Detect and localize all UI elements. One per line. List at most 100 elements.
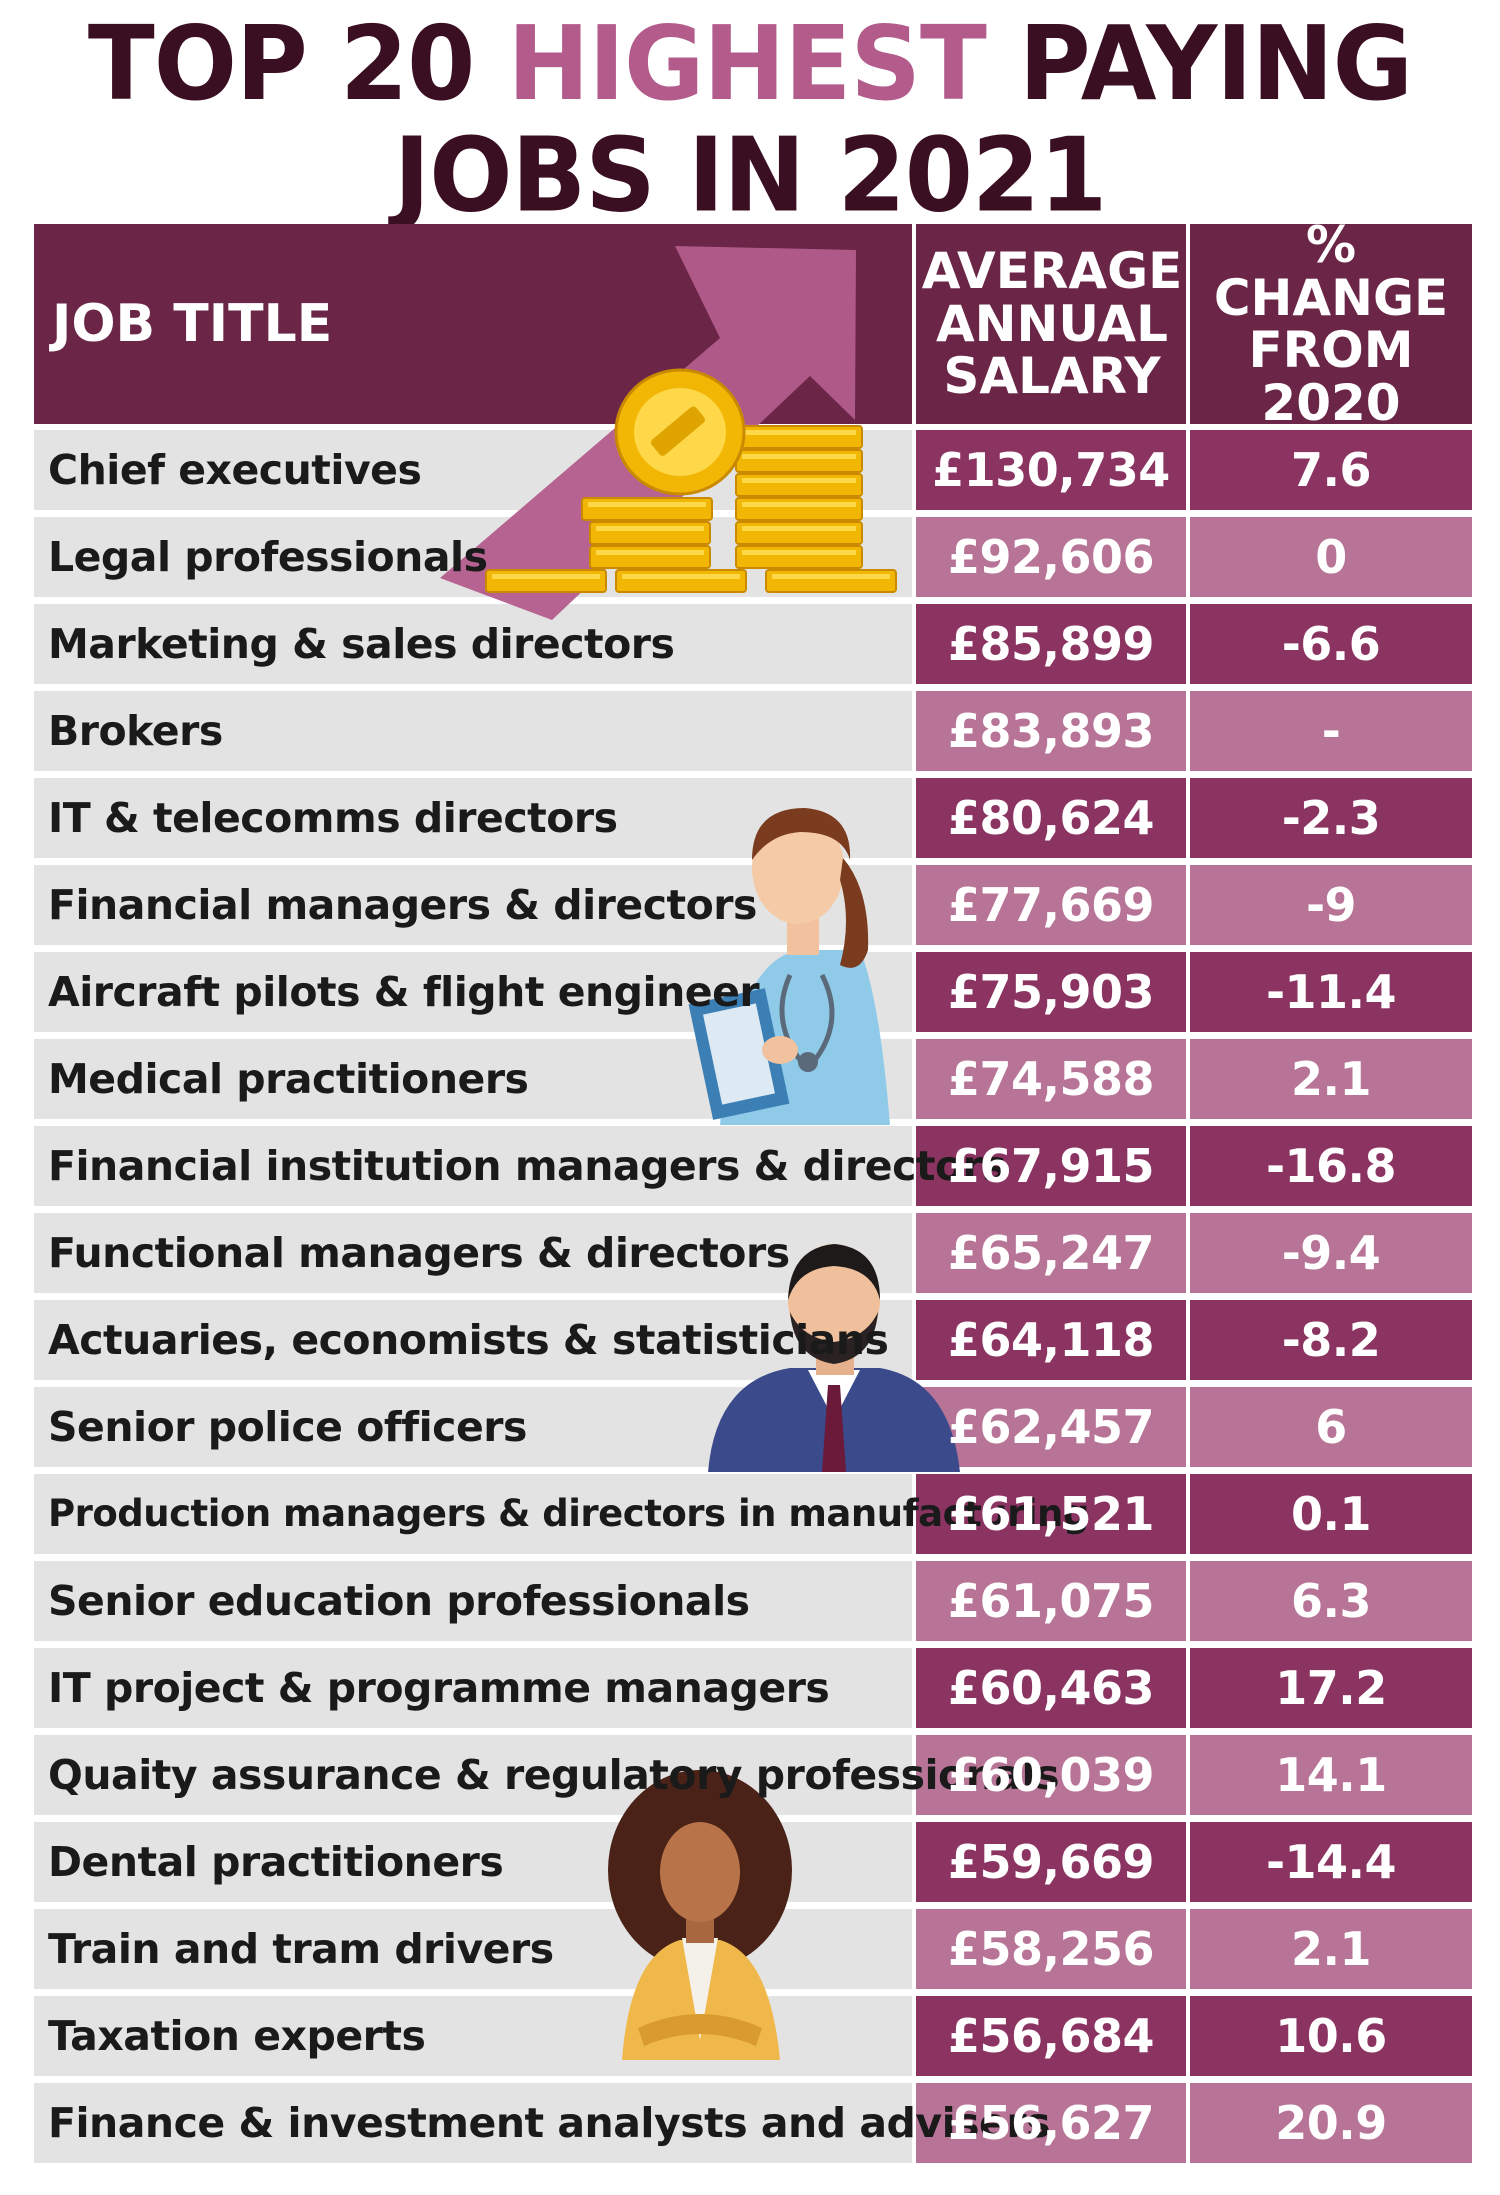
salary-value: £62,457 [947, 1400, 1155, 1454]
title-part-2: PAYING [1018, 4, 1413, 125]
job-cell [34, 691, 912, 771]
title-line-2: JOBS IN 2021 [393, 115, 1108, 236]
salary-value: £58,256 [947, 1922, 1155, 1976]
title-line-1: TOP 20 HIGHEST PAYING [0, 9, 1500, 120]
salary-value: £67,915 [947, 1139, 1155, 1193]
header-salary-line: SALARY [943, 347, 1161, 406]
change-cell [1190, 1474, 1472, 1554]
salary-value: £130,734 [932, 443, 1170, 497]
salary-value: £92,606 [947, 530, 1155, 584]
salary-cell [916, 1822, 1186, 1902]
job-cell [34, 2083, 912, 2163]
salary-cell [916, 1474, 1186, 1554]
change-value: -14.4 [1265, 1835, 1397, 1889]
salary-cell [916, 691, 1186, 771]
salary-cell [916, 1213, 1186, 1293]
change-value: 10.6 [1275, 2009, 1387, 2063]
job-title-label: Legal professionals [48, 533, 488, 581]
change-cell [1190, 517, 1472, 597]
job-title-label: Aircraft pilots & flight engineer [48, 968, 760, 1016]
job-title-label: Financial managers & directors [48, 881, 757, 929]
salary-cell [916, 517, 1186, 597]
salary-value: £65,247 [947, 1226, 1155, 1280]
job-title-label: Senior police officers [48, 1403, 527, 1451]
change-value: 7.6 [1291, 443, 1372, 497]
salary-cell [916, 430, 1186, 510]
job-cell [34, 1126, 912, 1206]
salary-cell [916, 604, 1186, 684]
salary-cell [916, 1039, 1186, 1119]
job-title-label: Quaity assurance & regulatory profession… [48, 1751, 1060, 1799]
job-title-label: Medical practitioners [48, 1055, 529, 1103]
salary-cell [916, 952, 1186, 1032]
header-change-line: 2020 [1261, 373, 1401, 432]
salary-cell [916, 1648, 1186, 1728]
change-value: -9 [1305, 878, 1357, 932]
salary-value: £74,588 [947, 1052, 1155, 1106]
salary-cell [916, 778, 1186, 858]
job-title-label: Functional managers & directors [48, 1229, 790, 1277]
change-cell [1190, 1126, 1472, 1206]
salary-value: £83,893 [947, 704, 1155, 758]
salary-value: £75,903 [947, 965, 1155, 1019]
salary-cell [916, 1387, 1186, 1467]
job-title-label: Marketing & sales directors [48, 620, 675, 668]
salary-value: £61,075 [947, 1574, 1155, 1628]
job-title-label: Taxation experts [48, 2012, 426, 2060]
nurse-icon [688, 808, 890, 1125]
header-change-cell [1190, 224, 1472, 424]
change-value: -9.4 [1281, 1226, 1381, 1280]
change-value: 2.1 [1291, 1922, 1372, 1976]
change-cell [1190, 2083, 1472, 2163]
salary-cell [916, 1300, 1186, 1380]
salary-cell [916, 1909, 1186, 1989]
header-salary-line: AVERAGE [921, 242, 1183, 301]
change-value: - [1321, 704, 1341, 758]
title-part-1: TOP 20 [87, 4, 475, 125]
job-cell [34, 1300, 912, 1380]
job-cell [34, 1648, 912, 1728]
change-cell [1190, 952, 1472, 1032]
change-cell [1190, 778, 1472, 858]
salary-value: £77,669 [947, 878, 1155, 932]
header-salary-cell [916, 224, 1186, 424]
change-value: -2.3 [1281, 791, 1381, 845]
change-value: -6.6 [1281, 617, 1381, 671]
header-salary-line: ANNUAL [935, 294, 1168, 353]
change-value: 20.9 [1275, 2096, 1387, 2150]
header-change-line: % CHANGE [1213, 216, 1449, 327]
page-title: TOP 20 HIGHEST PAYING JOBS IN 2021 [0, 9, 1500, 232]
change-value: 0.1 [1291, 1487, 1372, 1541]
salary-value: £85,899 [947, 617, 1155, 671]
gold-coins-icon [485, 368, 897, 593]
salary-value: £60,463 [947, 1661, 1155, 1715]
change-cell [1190, 1996, 1472, 2076]
change-value: -11.4 [1265, 965, 1397, 1019]
job-title-label: Actuaries, economists & statisticians [48, 1316, 889, 1364]
change-cell [1190, 430, 1472, 510]
businessman-icon [708, 1244, 960, 1472]
salary-cell [916, 1996, 1186, 2076]
change-cell [1190, 1648, 1472, 1728]
change-cell [1190, 604, 1472, 684]
job-cell [34, 1561, 912, 1641]
salary-cell [916, 1561, 1186, 1641]
salary-value: £64,118 [947, 1313, 1155, 1367]
change-cell [1190, 691, 1472, 771]
salary-cell [916, 1735, 1186, 1815]
change-value: 0 [1315, 530, 1347, 584]
salary-cell [916, 865, 1186, 945]
change-cell [1190, 1300, 1472, 1380]
job-title-label: Brokers [48, 707, 223, 755]
job-title-label: Senior education professionals [48, 1577, 750, 1625]
header-job-title: JOB TITLE [52, 293, 333, 354]
salary-value: £80,624 [947, 791, 1155, 845]
change-value: -8.2 [1281, 1313, 1381, 1367]
header-change-title: % CHANGE FROM 2020 [1190, 219, 1472, 429]
job-title-label: IT & telecomms directors [48, 794, 618, 842]
salary-value: £56,627 [947, 2096, 1155, 2150]
job-title-label: Financial institution managers & directo… [48, 1142, 1007, 1190]
job-cell [34, 604, 912, 684]
change-value: 6 [1315, 1400, 1347, 1454]
change-cell [1190, 1735, 1472, 1815]
